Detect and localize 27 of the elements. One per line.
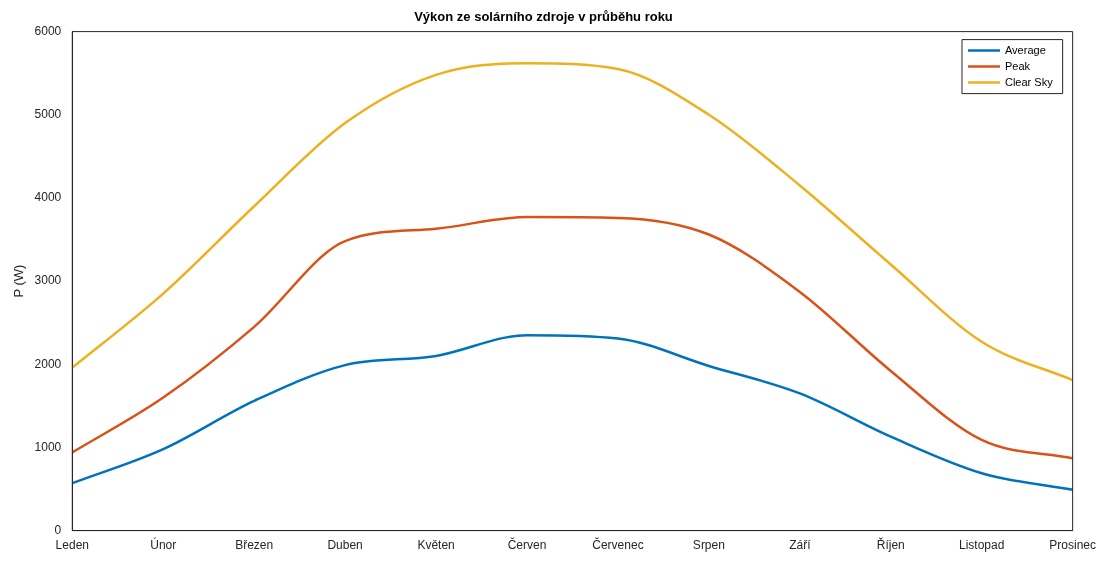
x-tick-label: Leden [55, 538, 89, 553]
x-tick-label: Červen [507, 537, 547, 553]
x-tick-label: Květen [417, 538, 455, 553]
line-series [71, 61, 1074, 382]
y-tick-label: 6000 [34, 23, 62, 38]
y-tick-label: 4000 [34, 190, 62, 205]
y-tick-label: 2000 [34, 356, 62, 371]
x-tick-label: Září [789, 538, 812, 553]
x-tick-label: Březen [235, 538, 274, 553]
y-tick-label: 5000 [34, 107, 62, 122]
x-tick-label: Listopad [959, 538, 1005, 553]
legend-label: Average [1004, 43, 1046, 56]
line-series [71, 333, 1074, 492]
y-tick-label: 3000 [34, 273, 62, 288]
chart-title: Výkon ze solárního zdroje v průběhu roku [414, 9, 673, 25]
x-tick-label: Říjen [876, 537, 905, 553]
y-tick-label: 1000 [34, 439, 62, 454]
x-tick-label: Srpen [692, 538, 725, 553]
x-tick-label: Duben [327, 538, 363, 553]
x-tick-label: Únor [150, 537, 177, 553]
line-series [71, 215, 1074, 460]
x-tick-label: Prosinec [1049, 538, 1096, 553]
y-axis-title: P (W) [11, 264, 27, 298]
y-tick-label: 0 [54, 522, 62, 537]
x-tick-label: Červenec [592, 537, 644, 553]
legend-label: Clear Sky [1004, 75, 1054, 88]
legend-label: Peak [1004, 59, 1031, 72]
